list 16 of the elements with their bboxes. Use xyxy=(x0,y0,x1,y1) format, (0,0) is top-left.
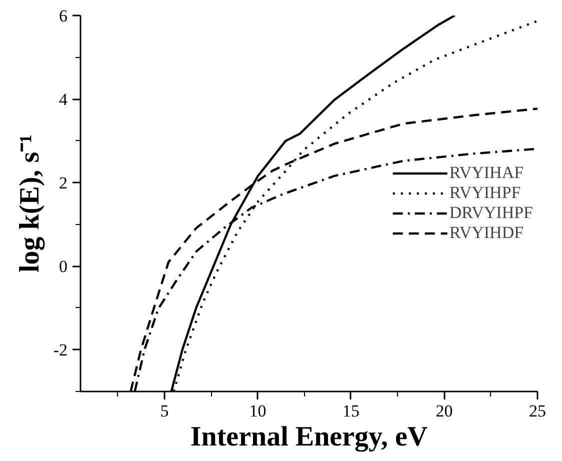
x-tick-label: 15 xyxy=(342,402,360,420)
y-tick-label: 6 xyxy=(59,6,68,26)
legend-label: RVYIHPF xyxy=(449,183,521,203)
legend-label: RVYIHDF xyxy=(449,223,524,243)
x-tick-label: 20 xyxy=(436,402,453,420)
x-tick-label: 5 xyxy=(160,402,169,420)
x-axis-title: Internal Energy, eV xyxy=(190,422,428,452)
x-tick-label: 25 xyxy=(529,402,546,420)
y-tick-label: 0 xyxy=(59,257,68,276)
y-tick-label: 2 xyxy=(59,174,68,193)
y-tick-label: -2 xyxy=(53,340,68,360)
legend-label: DRVYIHPF xyxy=(449,203,533,223)
y-axis-title: log k(E), s⁻¹ xyxy=(14,134,46,272)
x-tick-label: 10 xyxy=(249,402,266,420)
y-tick-label: 4 xyxy=(59,90,68,110)
legend-label: RVYIHAF xyxy=(449,163,524,183)
